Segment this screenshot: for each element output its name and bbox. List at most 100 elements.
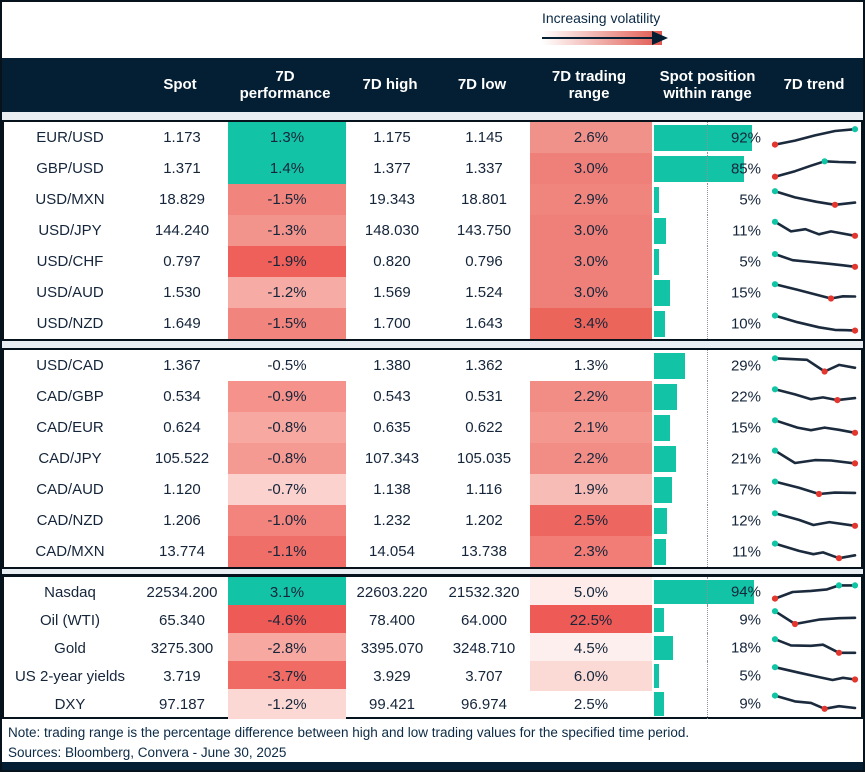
trend-cell: [767, 308, 861, 339]
position-label: 5%: [739, 253, 761, 270]
perf-cell: 1.4%: [228, 153, 346, 184]
midpoint-dotted-line-icon: [707, 381, 708, 412]
low-value: 105.035: [456, 450, 512, 467]
position-cell: 22%: [652, 381, 767, 412]
row-label: CAD/AUD: [36, 481, 104, 498]
table-row: Nasdaq 22534.200 3.1% 22603.220 21532.320 5.0…: [4, 577, 861, 607]
perf-cell: -1.5%: [228, 184, 346, 215]
range-cell: 2.6%: [530, 122, 652, 153]
table-row: US 2-year yields 3.719 -3.7% 3.929 3.707 6.0%…: [4, 661, 861, 691]
low-value: 1.145: [465, 129, 503, 146]
spark-max-marker-icon: [771, 478, 779, 485]
position-bar: [654, 507, 667, 534]
trend-cell: [767, 246, 861, 277]
perf-cell: -1.0%: [228, 505, 346, 536]
trend-sparkline-icon: [771, 416, 859, 436]
position-label: 17%: [730, 481, 761, 498]
spark-max-marker-icon: [771, 540, 779, 547]
perf-cell: -1.2%: [228, 277, 346, 308]
row-label: USD/CAD: [36, 357, 104, 374]
spot-value: 1.120: [163, 481, 201, 498]
perf-cell: 3.1%: [228, 577, 346, 607]
table-row: DXY 97.187 -1.2% 99.421 96.974 2.5% 9%: [4, 689, 861, 719]
trend-cell: [767, 381, 861, 412]
position-label: 22%: [730, 388, 761, 405]
spark-max-marker-icon: [771, 354, 779, 361]
range-cell: 2.5%: [530, 505, 652, 536]
position-cell: 18%: [652, 633, 767, 663]
midpoint-dotted-line-icon: [707, 443, 708, 474]
spark-max-marker-icon: [771, 250, 779, 257]
spot-value: 13.774: [159, 543, 205, 560]
row-label: USD/MXN: [35, 191, 105, 208]
perf-cell: -2.8%: [228, 633, 346, 663]
position-cell: 92%: [652, 122, 767, 153]
spark-max-marker-icon: [771, 218, 779, 225]
spark-min-marker-icon: [815, 490, 823, 497]
trend-cell: [767, 215, 861, 246]
column-header-spot-position-within-range: Spot position within range: [659, 67, 756, 102]
trend-cell: [767, 577, 861, 607]
high-value: 1.377: [373, 160, 411, 177]
perf-cell: -0.7%: [228, 474, 346, 505]
spark-min-marker-icon: [835, 554, 843, 561]
perf-cell: 1.3%: [228, 122, 346, 153]
position-cell: 10%: [652, 308, 767, 339]
position-bar: [654, 692, 664, 716]
low-value: 1.202: [465, 512, 503, 529]
spark-max-marker-icon: [771, 608, 779, 615]
bottom-brand-bar: [2, 762, 863, 770]
column-header-7d-low: 7D low: [457, 76, 507, 94]
spark-min-marker-icon: [835, 649, 843, 656]
spot-value: 1.371: [163, 160, 201, 177]
sources-text: Sources: Bloomberg, Convera - June 30, 2…: [8, 744, 287, 760]
high-value: 0.543: [373, 388, 411, 405]
row-label: EUR/USD: [36, 129, 104, 146]
position-bar: [654, 538, 666, 565]
spark-min-marker-icon: [821, 367, 828, 375]
table-section-3: Nasdaq 22534.200 3.1% 22603.220 21532.320 5.0…: [2, 574, 863, 719]
position-label: 15%: [730, 419, 761, 436]
spark-min-marker-icon: [851, 676, 859, 683]
position-bar: [654, 445, 677, 472]
trend-cell: [767, 536, 861, 567]
trend-cell: [767, 277, 861, 308]
spot-value: 1.367: [163, 357, 201, 374]
table-row: CAD/NZD 1.206 -1.0% 1.232 1.202 2.5% 12%: [4, 505, 861, 536]
row-label: DXY: [54, 695, 86, 713]
volatility-legend: Increasing volatility: [542, 10, 692, 52]
position-label: 94%: [730, 583, 761, 601]
spark-min-marker-icon: [851, 232, 859, 239]
trend-sparkline-icon: [771, 509, 859, 529]
low-value: 21532.320: [448, 583, 520, 601]
row-label: Oil (WTI): [40, 611, 100, 629]
spot-value: 3275.300: [150, 639, 214, 657]
spark-max-marker-icon: [851, 125, 859, 132]
range-cell: 3.0%: [530, 153, 652, 184]
position-bar: [654, 352, 685, 379]
position-cell: 15%: [652, 412, 767, 443]
trend-sparkline-icon: [771, 218, 859, 239]
spot-value: 65.340: [159, 611, 205, 629]
table-row: USD/MXN 18.829 -1.5% 19.343 18.801 2.9% 5%: [4, 184, 861, 215]
spark-max-marker-icon: [771, 280, 779, 287]
position-label: 11%: [732, 543, 761, 560]
table-header: Spot 7D performance 7D high 7D low 7D tradin…: [2, 58, 863, 112]
spark-min-marker-icon: [791, 620, 799, 628]
high-value: 1.175: [373, 129, 411, 146]
trend-sparkline-icon: [771, 447, 859, 466]
position-cell: 9%: [652, 605, 767, 635]
midpoint-dotted-line-icon: [707, 474, 708, 505]
trend-sparkline-icon: [771, 354, 857, 375]
high-value: 3395.070: [360, 639, 424, 657]
midpoint-dotted-line-icon: [707, 308, 708, 339]
footnote-area: Note: trading range is the percentage di…: [2, 719, 863, 762]
midpoint-dotted-line-icon: [707, 122, 708, 153]
trend-cell: [767, 505, 861, 536]
position-label: 10%: [730, 315, 761, 332]
high-value: 1.138: [373, 481, 411, 498]
position-cell: 17%: [652, 474, 767, 505]
spot-value: 22534.200: [146, 583, 218, 601]
low-value: 143.750: [456, 222, 512, 239]
spot-value: 144.240: [154, 222, 210, 239]
